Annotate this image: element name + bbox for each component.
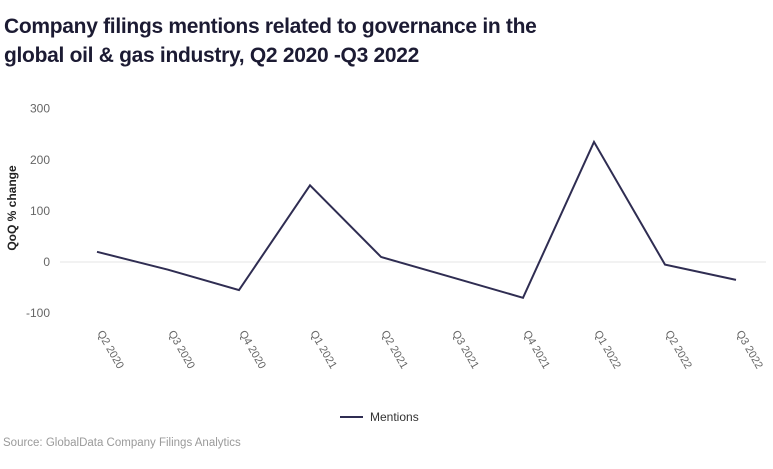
x-axis-tick-label: Q1 2021	[307, 329, 338, 372]
x-axis-tick-label: Q2 2022	[662, 329, 693, 372]
chart-title-line1: Company filings mentions related to gove…	[4, 15, 537, 38]
legend-line-swatch	[340, 416, 363, 418]
y-axis-tick-label: 200	[30, 153, 50, 167]
x-axis-tick-label: Q2 2021	[378, 329, 409, 372]
y-axis-title: QoQ % change	[5, 165, 19, 251]
y-axis-tick-label: -100	[26, 306, 50, 320]
x-axis-tick-label: Q3 2021	[449, 329, 480, 372]
legend-label: Mentions	[370, 410, 419, 424]
x-axis-tick-label: Q3 2020	[165, 329, 196, 372]
x-axis-tick-label: Q1 2022	[591, 329, 622, 372]
line-chart: 300 200 100 0 -100 QoQ % change Q2 2020 Q3 2020…	[5, 102, 766, 372]
series-line-mentions	[96, 139, 737, 300]
x-axis-tick-label: Q2 2020	[94, 329, 125, 372]
source-text: Source: GlobalData Company Filings Analy…	[3, 437, 241, 449]
x-axis-tick-label: Q4 2021	[520, 329, 551, 372]
legend-item-mentions[interactable]: Mentions	[340, 409, 419, 425]
x-axis-tick-label: Q3 2022	[733, 329, 764, 372]
chart-title: Company filings mentions related to gove…	[4, 12, 764, 70]
y-axis-tick-label: 300	[30, 102, 50, 116]
y-axis-tick-label: 0	[43, 255, 50, 269]
chart-title-line2: global oil & gas industry, Q2 2020 -Q3 2…	[4, 44, 420, 67]
y-axis-tick-label: 100	[30, 204, 50, 218]
x-axis-tick-label: Q4 2020	[236, 329, 267, 372]
